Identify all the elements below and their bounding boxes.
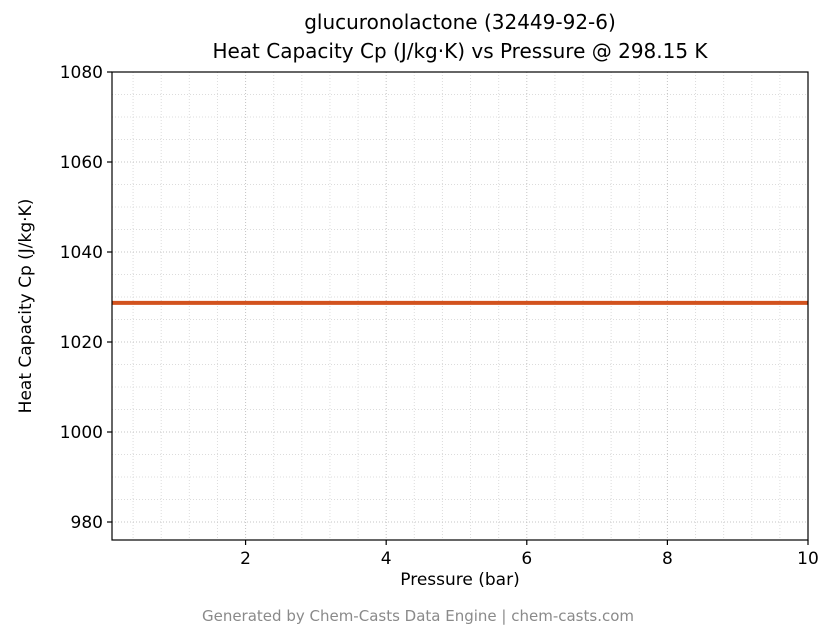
y-tick-label: 1000	[60, 423, 103, 443]
chart-title: glucuronolactone (32449-92-6) Heat Capac…	[112, 8, 808, 66]
major-gridlines	[112, 71, 809, 540]
y-tick-label: 1060	[60, 153, 103, 173]
y-tick-label: 980	[71, 513, 103, 533]
axes	[111, 71, 809, 541]
x-tick-label: 8	[662, 549, 673, 569]
chart-title-line2: Heat Capacity Cp (J/kg·K) vs Pressure @ …	[212, 39, 708, 63]
x-tick-label: 10	[797, 549, 819, 569]
x-tick-label: 4	[381, 549, 392, 569]
x-axis-label: Pressure (bar)	[400, 570, 520, 590]
plot-border	[111, 71, 809, 541]
x-tick-label: 2	[240, 549, 251, 569]
tick-labels: 2 4 6 8 10 980 1000 1020 1040 1060 1080	[60, 63, 819, 569]
minor-gridlines	[112, 72, 808, 540]
y-tick-label: 1080	[60, 63, 103, 83]
y-tick-label: 1020	[60, 333, 103, 353]
chart-footer: Generated by Chem-Casts Data Engine | ch…	[201, 607, 635, 625]
y-axis-label: Heat Capacity Cp (J/kg·K)	[16, 198, 36, 414]
x-tick-label: 6	[521, 549, 532, 569]
tick-marks	[107, 71, 809, 545]
chart-title-line1: glucuronolactone (32449-92-6)	[304, 10, 616, 34]
y-tick-label: 1040	[60, 243, 103, 263]
